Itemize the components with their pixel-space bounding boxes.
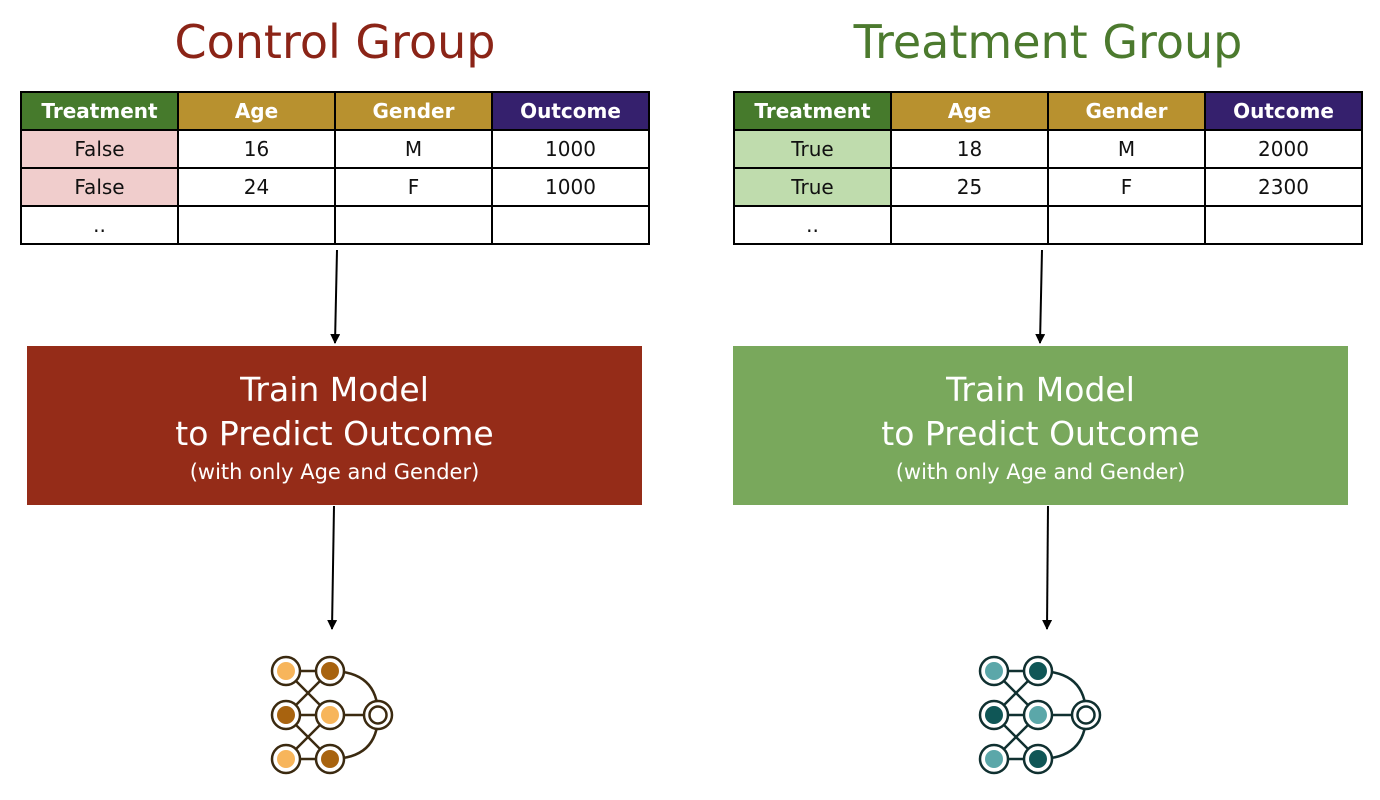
table-header-row: Treatment Age Gender Outcome bbox=[20, 91, 650, 131]
treatment-neural-network-icon bbox=[978, 655, 1102, 775]
model-box-line3: (with only Age and Gender) bbox=[189, 460, 480, 484]
cell-treatment: False bbox=[20, 167, 179, 207]
cell-outcome: 2000 bbox=[1204, 129, 1363, 169]
network-output-node bbox=[368, 705, 388, 725]
network-node bbox=[321, 750, 339, 768]
cell-age: 24 bbox=[177, 167, 336, 207]
table-row: False 24 F 1000 bbox=[20, 167, 650, 207]
cell-ellipsis: .. bbox=[20, 205, 179, 245]
cell-age: 16 bbox=[177, 129, 336, 169]
header-gender: Gender bbox=[1047, 91, 1206, 131]
model-box-line3: (with only Age and Gender) bbox=[895, 460, 1186, 484]
cell-treatment: False bbox=[20, 129, 179, 169]
control-arrow-model-to-network bbox=[327, 505, 338, 630]
table-row: .. bbox=[733, 205, 1363, 245]
header-outcome: Outcome bbox=[491, 91, 650, 131]
cell-empty bbox=[890, 205, 1049, 245]
network-node bbox=[321, 706, 339, 724]
table-row: True 25 F 2300 bbox=[733, 167, 1363, 207]
control-neural-network-icon bbox=[270, 655, 394, 775]
cell-gender: F bbox=[1047, 167, 1206, 207]
cell-outcome: 2300 bbox=[1204, 167, 1363, 207]
cell-outcome: 1000 bbox=[491, 129, 650, 169]
model-box-line1: Train Model bbox=[240, 370, 429, 409]
table-row: False 16 M 1000 bbox=[20, 129, 650, 169]
cell-treatment: True bbox=[733, 129, 892, 169]
cell-treatment: True bbox=[733, 167, 892, 207]
treatment-arrow-model-to-network bbox=[1042, 505, 1053, 630]
header-outcome: Outcome bbox=[1204, 91, 1363, 131]
header-gender: Gender bbox=[334, 91, 493, 131]
cell-gender: M bbox=[334, 129, 493, 169]
network-output-node bbox=[1076, 705, 1096, 725]
cell-gender: F bbox=[334, 167, 493, 207]
treatment-arrow-table-to-model bbox=[1035, 249, 1046, 344]
table-row: .. bbox=[20, 205, 650, 245]
cell-age: 25 bbox=[890, 167, 1049, 207]
control-group-title: Control Group bbox=[174, 15, 496, 69]
network-node bbox=[277, 750, 295, 768]
model-box-line1: Train Model bbox=[946, 370, 1135, 409]
treatment-data-table: Treatment Age Gender Outcome True 18 M 2… bbox=[733, 91, 1363, 245]
network-node bbox=[985, 706, 1003, 724]
control-data-table: Treatment Age Gender Outcome False 16 M … bbox=[20, 91, 650, 245]
header-age: Age bbox=[177, 91, 336, 131]
cell-ellipsis: .. bbox=[733, 205, 892, 245]
cell-outcome: 1000 bbox=[491, 167, 650, 207]
table-row: True 18 M 2000 bbox=[733, 129, 1363, 169]
control-train-model-box: Train Model to Predict Outcome (with onl… bbox=[27, 346, 642, 505]
cell-gender: M bbox=[1047, 129, 1206, 169]
network-node bbox=[1029, 662, 1047, 680]
cell-empty bbox=[1204, 205, 1363, 245]
model-box-line2: to Predict Outcome bbox=[175, 414, 494, 453]
control-arrow-table-to-model bbox=[330, 249, 341, 344]
header-age: Age bbox=[890, 91, 1049, 131]
header-treatment: Treatment bbox=[733, 91, 892, 131]
cell-empty bbox=[1047, 205, 1206, 245]
cell-empty bbox=[491, 205, 650, 245]
network-node bbox=[1029, 706, 1047, 724]
table-header-row: Treatment Age Gender Outcome bbox=[733, 91, 1363, 131]
cell-empty bbox=[334, 205, 493, 245]
treatment-group-title: Treatment Group bbox=[853, 15, 1243, 69]
network-node bbox=[985, 750, 1003, 768]
header-treatment: Treatment bbox=[20, 91, 179, 131]
treatment-train-model-box: Train Model to Predict Outcome (with onl… bbox=[733, 346, 1348, 505]
network-node bbox=[321, 662, 339, 680]
cell-age: 18 bbox=[890, 129, 1049, 169]
network-node bbox=[985, 662, 1003, 680]
model-box-line2: to Predict Outcome bbox=[881, 414, 1200, 453]
network-node bbox=[277, 706, 295, 724]
cell-empty bbox=[177, 205, 336, 245]
network-node bbox=[1029, 750, 1047, 768]
network-node bbox=[277, 662, 295, 680]
